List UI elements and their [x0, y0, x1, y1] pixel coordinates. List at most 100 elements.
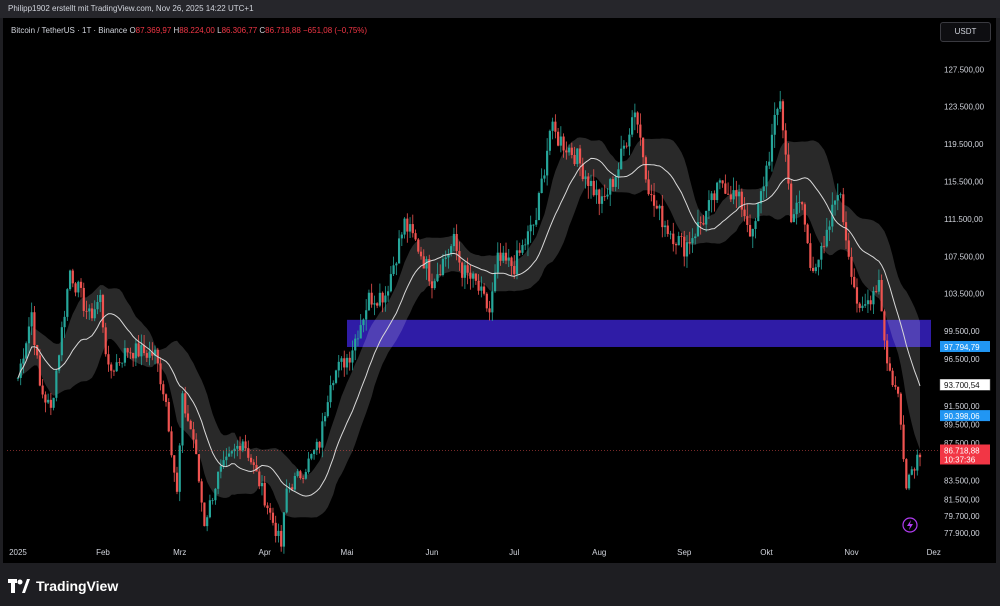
symbol-info: Bitcoin / TetherUS · 1T · Binance O87.36… — [11, 26, 367, 35]
candle-body — [291, 487, 294, 490]
candle-body — [776, 108, 779, 115]
candle-body — [589, 180, 593, 187]
candle-body — [691, 238, 694, 244]
candle-body — [877, 279, 881, 292]
candle-body — [354, 338, 357, 351]
candle-body — [754, 221, 757, 229]
candle-body — [433, 281, 436, 289]
candle-body — [126, 348, 129, 353]
candle-body — [677, 236, 680, 246]
time-label-jul: Jul — [509, 548, 519, 557]
tradingview-logo[interactable]: TradingView — [8, 578, 118, 594]
candle-body — [562, 136, 565, 151]
candle-body — [828, 226, 831, 230]
price-label-bg — [940, 410, 990, 422]
candle-body — [576, 148, 579, 165]
candle-body — [496, 252, 499, 273]
candle-body — [362, 319, 365, 326]
candle-body — [269, 508, 272, 513]
candle-body — [861, 305, 864, 309]
price-chart[interactable]: 127.500,00 123.500,00 119.500,00 115.500,00… — [3, 18, 996, 563]
candle-body — [378, 292, 381, 306]
price-tick-label: 89.500,00 — [944, 421, 980, 430]
candle-body — [727, 193, 730, 195]
candle-body — [112, 370, 116, 372]
price-tick-label: 83.500,00 — [944, 477, 980, 486]
candle-body — [376, 303, 379, 306]
candle-body — [554, 121, 557, 132]
candle-body — [781, 101, 785, 131]
price-tick-label: 123.500,00 — [944, 103, 985, 112]
candle-body — [891, 370, 894, 386]
candle-body — [44, 394, 47, 403]
candle-body — [164, 394, 168, 402]
candle-body — [611, 179, 615, 187]
lightning-icon — [902, 517, 918, 533]
candle-body — [905, 459, 908, 489]
price-label-bg — [940, 340, 990, 352]
candle-body — [60, 327, 63, 356]
candle-body — [762, 186, 765, 192]
candle-body — [236, 445, 239, 449]
candle-body — [850, 256, 853, 277]
candle-body — [557, 131, 560, 146]
candle-body — [806, 224, 809, 244]
candle-body — [312, 449, 316, 455]
candle-body — [587, 176, 590, 187]
candle-body — [79, 281, 83, 288]
candle-body — [233, 448, 236, 452]
price-label-bg — [939, 378, 991, 391]
candle-body — [107, 354, 110, 365]
candle-body — [77, 281, 80, 293]
candle-body — [743, 209, 746, 217]
price-label-text: 90.398,06 — [944, 412, 980, 421]
candle-body — [663, 225, 667, 228]
candle-body — [740, 191, 743, 210]
candle-body — [842, 194, 845, 223]
chart-panel[interactable]: 127.500,00 123.500,00 119.500,00 115.500,00… — [3, 18, 996, 563]
price-tick-label: 77.900,00 — [944, 529, 980, 538]
candle-body — [63, 316, 66, 328]
time-label-apr: Apr — [259, 548, 272, 557]
candle-body — [175, 472, 179, 492]
candle-body — [631, 117, 634, 135]
candle-body — [521, 245, 524, 253]
candle-body — [74, 283, 77, 293]
candle-body — [373, 303, 376, 305]
candle-body — [721, 180, 724, 184]
candle-body — [365, 310, 368, 320]
candle-body — [466, 265, 469, 273]
open-value: 87.369,97 — [135, 26, 172, 35]
candle-body — [93, 309, 96, 319]
candle-body — [101, 295, 105, 328]
price-tick-label: 81.500,00 — [944, 495, 980, 504]
candle-body — [153, 349, 157, 356]
candle-body — [737, 191, 741, 197]
candle-body — [271, 512, 275, 523]
candle-body — [853, 276, 856, 288]
high-value: 88.224,00 — [179, 26, 215, 35]
support-zone — [346, 319, 931, 347]
candle-body — [461, 262, 464, 278]
candle-body — [724, 183, 727, 194]
candle-body — [603, 196, 606, 198]
candle-body — [902, 424, 905, 460]
close-value: 86.718,88 — [265, 26, 301, 35]
candle-body — [748, 224, 752, 237]
candle-body — [858, 303, 861, 309]
candle-body — [22, 358, 25, 364]
candle-body — [318, 441, 321, 448]
candle-body — [705, 210, 708, 225]
candle-body — [833, 200, 837, 205]
candle-body — [266, 505, 269, 509]
candle-body — [770, 134, 774, 162]
candle-body — [115, 362, 118, 372]
candle-body — [27, 326, 31, 344]
candle-body — [790, 183, 793, 223]
candle-body — [455, 233, 458, 252]
candle-body — [181, 393, 184, 446]
candle-body — [817, 259, 820, 268]
candle-body — [716, 182, 719, 201]
currency-button[interactable]: USDT — [940, 22, 991, 42]
candle-body — [499, 252, 502, 261]
